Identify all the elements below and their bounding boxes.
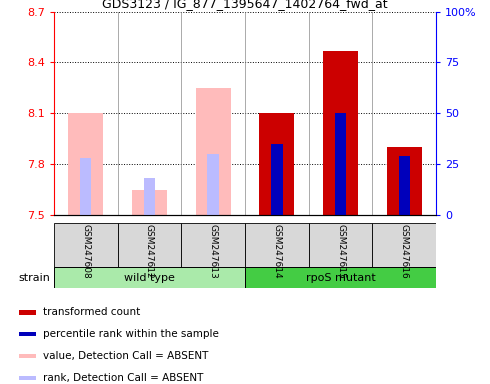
Bar: [144, 179, 155, 215]
Bar: [309, 223, 372, 267]
Bar: [245, 223, 309, 267]
Bar: [181, 223, 245, 267]
Text: GSM247608: GSM247608: [81, 224, 90, 279]
Bar: [271, 144, 283, 215]
Bar: [80, 158, 92, 215]
Text: strain: strain: [19, 273, 50, 283]
Text: wild type: wild type: [124, 273, 175, 283]
Text: transformed count: transformed count: [44, 307, 141, 317]
Bar: [335, 113, 346, 215]
Bar: [196, 88, 231, 215]
Bar: [323, 51, 358, 215]
Bar: [20, 310, 36, 314]
Bar: [20, 332, 36, 336]
Bar: [132, 190, 167, 215]
Bar: [68, 113, 103, 215]
Bar: [20, 354, 36, 358]
Text: percentile rank within the sample: percentile rank within the sample: [44, 329, 220, 339]
Text: value, Detection Call = ABSENT: value, Detection Call = ABSENT: [44, 351, 209, 361]
Bar: [118, 223, 181, 267]
Text: GSM247613: GSM247613: [209, 224, 218, 279]
Title: GDS3123 / IG_877_1395647_1402764_fwd_at: GDS3123 / IG_877_1395647_1402764_fwd_at: [102, 0, 388, 10]
Bar: [207, 154, 219, 215]
Text: rpoS mutant: rpoS mutant: [306, 273, 375, 283]
Text: GSM247616: GSM247616: [400, 224, 409, 279]
Text: rank, Detection Call = ABSENT: rank, Detection Call = ABSENT: [44, 373, 204, 383]
Text: GSM247615: GSM247615: [336, 224, 345, 279]
Bar: [372, 223, 436, 267]
Bar: [387, 147, 422, 215]
Bar: [245, 267, 436, 288]
Bar: [54, 223, 118, 267]
Bar: [259, 113, 294, 215]
Text: GSM247614: GSM247614: [272, 224, 281, 279]
Bar: [398, 156, 410, 215]
Text: GSM247612: GSM247612: [145, 224, 154, 279]
Bar: [20, 376, 36, 381]
Bar: [54, 267, 245, 288]
